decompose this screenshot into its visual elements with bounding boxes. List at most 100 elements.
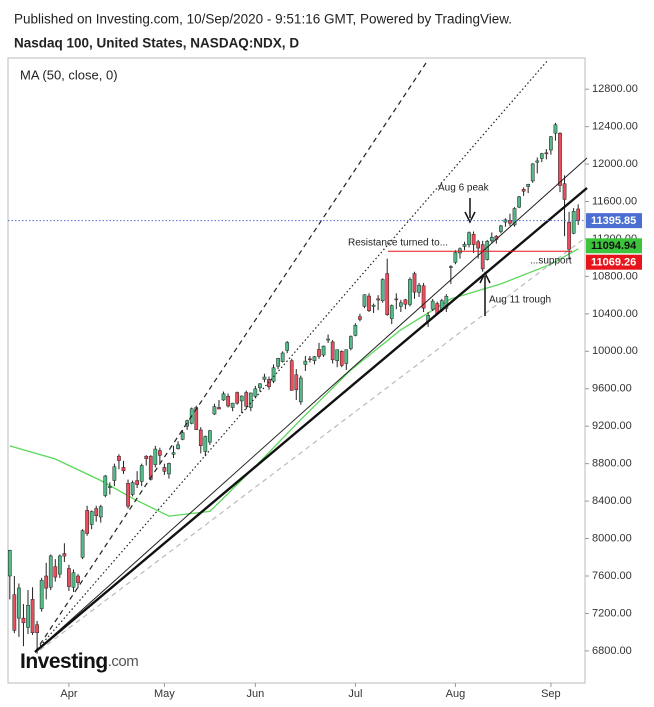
candle-body — [208, 430, 212, 443]
candle-body — [39, 580, 44, 610]
price-tag — [586, 238, 642, 254]
candle-body — [371, 304, 376, 307]
price-tag-label: 11395.85 — [591, 215, 636, 227]
candle-body — [162, 467, 167, 472]
candle-body — [421, 285, 426, 309]
x-tick-label: Apr — [60, 688, 77, 700]
candle-body — [376, 298, 380, 301]
candle-body — [21, 617, 26, 624]
candle-body — [80, 530, 85, 558]
plot-frame — [7, 57, 586, 684]
candle-body — [544, 152, 549, 155]
candle-body — [444, 296, 449, 309]
candle-body — [330, 341, 335, 361]
candle-body — [48, 555, 53, 588]
y-tick-label: 6800.00 — [592, 645, 632, 657]
trendline — [34, 187, 588, 653]
candle-body — [12, 594, 17, 631]
candle-body — [239, 395, 244, 402]
candle-body — [126, 483, 130, 507]
y-tick-label: 10800.00 — [592, 270, 638, 282]
logo-suffix: .com — [108, 653, 139, 670]
candle-body — [98, 506, 103, 518]
candle-body — [121, 467, 126, 472]
trendline — [34, 59, 549, 653]
candle-body — [148, 455, 153, 480]
candle-body — [35, 624, 39, 633]
trendline — [34, 157, 588, 653]
candle-body — [326, 338, 330, 341]
candle-body — [449, 266, 453, 268]
candle-body — [221, 393, 226, 401]
candle-body — [321, 345, 326, 356]
candle-body — [94, 508, 99, 517]
candle-body — [71, 572, 76, 588]
annotation: Aug 11 trough — [489, 295, 551, 306]
candle-body — [244, 392, 249, 407]
annotation: Resistance turned to... — [348, 238, 448, 249]
candle-body — [521, 189, 526, 192]
candle-body — [267, 379, 271, 388]
candle-body — [158, 450, 162, 456]
candle-body — [53, 566, 58, 578]
candle-body — [144, 455, 149, 459]
trendline — [34, 59, 429, 653]
y-tick-label: 12800.00 — [592, 83, 638, 95]
y-tick-label: 8000.00 — [592, 532, 632, 544]
candle-body — [235, 392, 240, 404]
y-tick-label: 8400.00 — [592, 495, 632, 507]
candle-body — [389, 305, 394, 319]
candle-body — [258, 383, 262, 389]
candle-body — [571, 211, 576, 234]
y-tick-label: 10400.00 — [592, 308, 638, 320]
candle-body — [317, 349, 321, 357]
candle-body — [203, 436, 208, 452]
candle-body — [212, 406, 217, 415]
price-tag-label: 11094.94 — [591, 240, 637, 252]
candle-body — [517, 196, 521, 208]
candle-body — [26, 604, 30, 628]
candle-body — [453, 252, 458, 263]
candle-body — [153, 448, 158, 465]
candle-body — [303, 360, 308, 365]
candle-body — [471, 234, 476, 245]
candle-body — [367, 295, 371, 312]
candle-body — [217, 407, 221, 410]
candle-body — [230, 402, 235, 408]
annotation: Aug 6 peak — [438, 183, 490, 194]
candle-body — [176, 444, 180, 449]
y-tick-label: 8800.00 — [592, 458, 632, 470]
candle-body — [467, 232, 471, 245]
plot-area — [7, 122, 581, 654]
candle-body — [62, 553, 67, 557]
candle-body — [344, 349, 349, 364]
candle-body — [117, 455, 121, 461]
candle-body — [130, 482, 135, 495]
candle-body — [194, 407, 199, 430]
candle-body — [358, 316, 362, 320]
candle-body — [298, 377, 303, 403]
candle-body — [103, 475, 108, 496]
y-tick-label: 7200.00 — [592, 607, 632, 619]
candle-body — [85, 510, 89, 534]
candle-body — [289, 360, 294, 391]
y-tick-label: 9200.00 — [592, 420, 632, 432]
candle-body — [403, 299, 408, 305]
candle-body — [399, 302, 403, 307]
legend-ma: MA (50, close, 0) — [20, 67, 118, 82]
candle-body — [539, 153, 544, 159]
candle-body — [512, 208, 517, 226]
candle-body — [480, 244, 485, 270]
candle-body — [412, 273, 417, 293]
candle-body — [198, 429, 203, 447]
candle-body — [271, 367, 276, 382]
candle-body — [530, 163, 535, 182]
candle-body — [44, 575, 49, 589]
candle-body — [17, 587, 21, 619]
candle-body — [462, 244, 467, 247]
candle-body — [380, 279, 385, 302]
candle-body — [308, 358, 312, 361]
candle-body — [108, 486, 112, 488]
candle-body — [30, 599, 35, 633]
